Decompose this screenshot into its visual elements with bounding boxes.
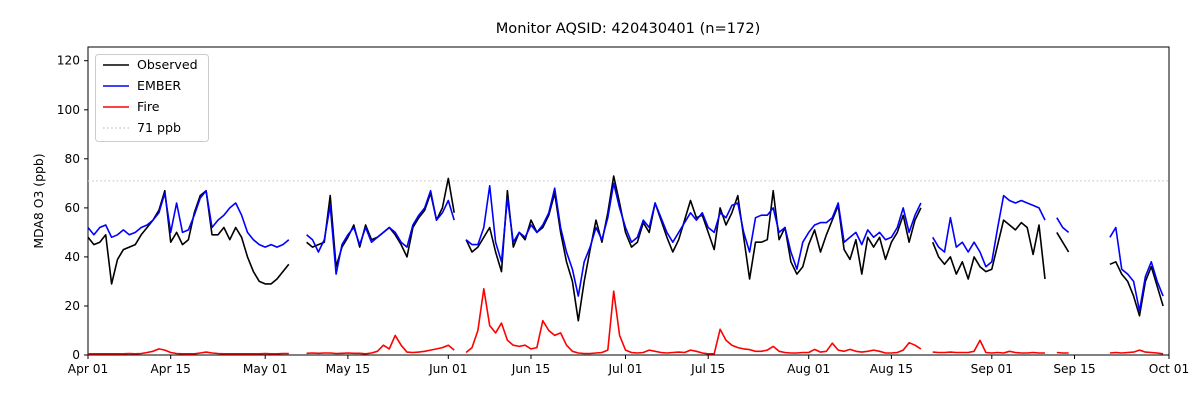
observed-line <box>1109 260 1164 317</box>
y-tick-label: 40 <box>64 250 80 264</box>
y-tick-label: 100 <box>57 103 80 117</box>
fire-line <box>465 287 922 355</box>
ember-line <box>465 182 922 297</box>
y-tick-label: 0 <box>72 348 80 362</box>
ember-line <box>1056 217 1070 234</box>
x-tick-label: Jun 15 <box>511 362 550 376</box>
legend-label: Observed <box>137 57 198 72</box>
x-tick-label: Sep 15 <box>1053 362 1095 376</box>
ember-line <box>1109 226 1164 312</box>
fire-line <box>1109 349 1164 355</box>
legend-label: 71 ppb <box>137 120 181 135</box>
x-tick-label: Aug 01 <box>787 362 830 376</box>
x-tick-label: Apr 15 <box>150 362 190 376</box>
ember-line <box>306 189 455 275</box>
observed-line <box>931 219 1046 280</box>
x-tick-label: May 01 <box>243 362 288 376</box>
observed-line <box>1056 231 1070 253</box>
chart-title: Monitor AQSID: 420430401 (n=172) <box>496 20 761 37</box>
legend: Observed EMBER Fire 71 ppb <box>95 54 209 142</box>
legend-label: Fire <box>137 99 160 114</box>
x-tick-label: Oct 01 <box>1149 362 1189 376</box>
legend-box <box>95 54 209 142</box>
y-tick-label: 120 <box>57 54 80 68</box>
y-tick-label: 60 <box>64 201 80 215</box>
x-tick-label: Jun 01 <box>428 362 467 376</box>
ember-line <box>932 194 1046 268</box>
observed-line <box>87 189 290 285</box>
legend-label: EMBER <box>137 78 181 93</box>
x-tick-label: Jul 01 <box>607 362 642 376</box>
y-axis-label: MDA8 O3 (ppb) <box>31 153 46 248</box>
x-tick-label: Apr 01 <box>68 362 108 376</box>
fire-line <box>932 339 1045 354</box>
y-tick-label: 80 <box>64 152 80 166</box>
x-tick-label: Aug 15 <box>870 362 913 376</box>
fire-line <box>306 334 455 355</box>
fire-line <box>88 348 289 355</box>
y-tick-label: 20 <box>64 299 80 313</box>
x-tick-label: Jul 15 <box>690 362 725 376</box>
observed-line <box>465 175 922 322</box>
x-tick-label: Sep 01 <box>971 362 1013 376</box>
plot-border <box>87 46 1170 356</box>
plot-area: Apr 01 Apr 15 May 01 May 15 Jun 01 Jun 15 Jul … <box>57 46 1189 376</box>
x-tick-label: May 15 <box>326 362 371 376</box>
fire-line <box>1056 351 1069 354</box>
ember-line <box>87 189 290 248</box>
